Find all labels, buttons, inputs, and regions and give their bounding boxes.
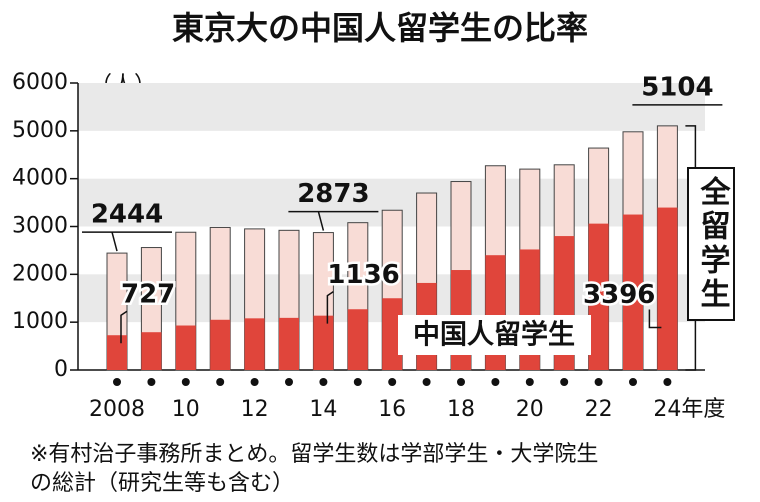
bar: [657, 207, 678, 370]
x-tick-label: 18: [447, 397, 475, 422]
y-tick-label: 0: [54, 357, 68, 382]
x-dot: [113, 378, 121, 386]
bar: [623, 214, 643, 370]
callout: [111, 231, 118, 252]
x-dot: [560, 378, 569, 386]
x-dot: [250, 378, 259, 386]
x-dot: [147, 378, 156, 386]
bar: [210, 319, 231, 370]
bar: [347, 309, 368, 370]
x-tick-label: 22: [585, 397, 613, 422]
y-tick-label: 5000: [12, 118, 68, 143]
legend-box: [398, 315, 591, 355]
bar: [107, 335, 127, 370]
y-tick-label: 4000: [12, 166, 68, 191]
value-label: 1136: [327, 260, 399, 290]
note: の総計（研究生等も含む）: [30, 471, 294, 496]
bar: [244, 318, 265, 370]
bar: [382, 298, 403, 370]
bar: [175, 325, 196, 370]
chart-title: 東京大の中国人留学生の比率: [172, 9, 588, 47]
x-dot: [663, 378, 672, 386]
x-tick-label: 14: [309, 397, 337, 422]
x-dot: [216, 378, 225, 386]
x-dot: [525, 378, 534, 386]
bar: [313, 315, 334, 370]
x-tick-label: 10: [172, 397, 200, 422]
callout: [326, 291, 334, 324]
legend-label: 全留学生: [695, 175, 732, 312]
grid-band: [78, 83, 705, 131]
callout: [648, 309, 662, 329]
x-dot: [629, 378, 637, 386]
x-dot: [181, 378, 190, 386]
bar: [588, 223, 609, 370]
x-tick-label: 24年度: [653, 397, 725, 422]
y-tick-label: 6000: [12, 70, 68, 95]
x-dot: [457, 378, 465, 386]
x-tick-label: 2008: [89, 397, 145, 422]
callout: [120, 310, 128, 344]
value-label: 3396: [583, 280, 655, 310]
x-tick-label: 16: [378, 397, 406, 422]
value-label: 2873: [297, 179, 369, 209]
x-dot: [422, 378, 431, 386]
value-label: 727: [121, 280, 175, 310]
x-dot: [388, 378, 397, 386]
legend-label: 中国人留学生: [413, 319, 575, 351]
x-tick-label: 12: [241, 397, 269, 422]
note: ※有村治子事務所まとめ。留学生数は学部学生・大学院生: [30, 442, 598, 467]
x-dot: [353, 378, 362, 386]
bar: [279, 317, 299, 370]
x-dot: [285, 378, 293, 386]
bar: [141, 332, 162, 370]
y-tick-label: 3000: [12, 214, 68, 239]
x-dot: [491, 378, 500, 386]
y-tick-label: 1000: [12, 309, 68, 334]
x-tick-label: 20: [516, 397, 544, 422]
x-dot: [319, 378, 328, 386]
value-label: 5104: [641, 72, 713, 102]
value-label: 2444: [91, 200, 163, 230]
callout: [317, 211, 325, 231]
x-dot: [594, 378, 603, 386]
legend-box: [687, 167, 735, 321]
y-tick-label: 2000: [12, 261, 68, 286]
